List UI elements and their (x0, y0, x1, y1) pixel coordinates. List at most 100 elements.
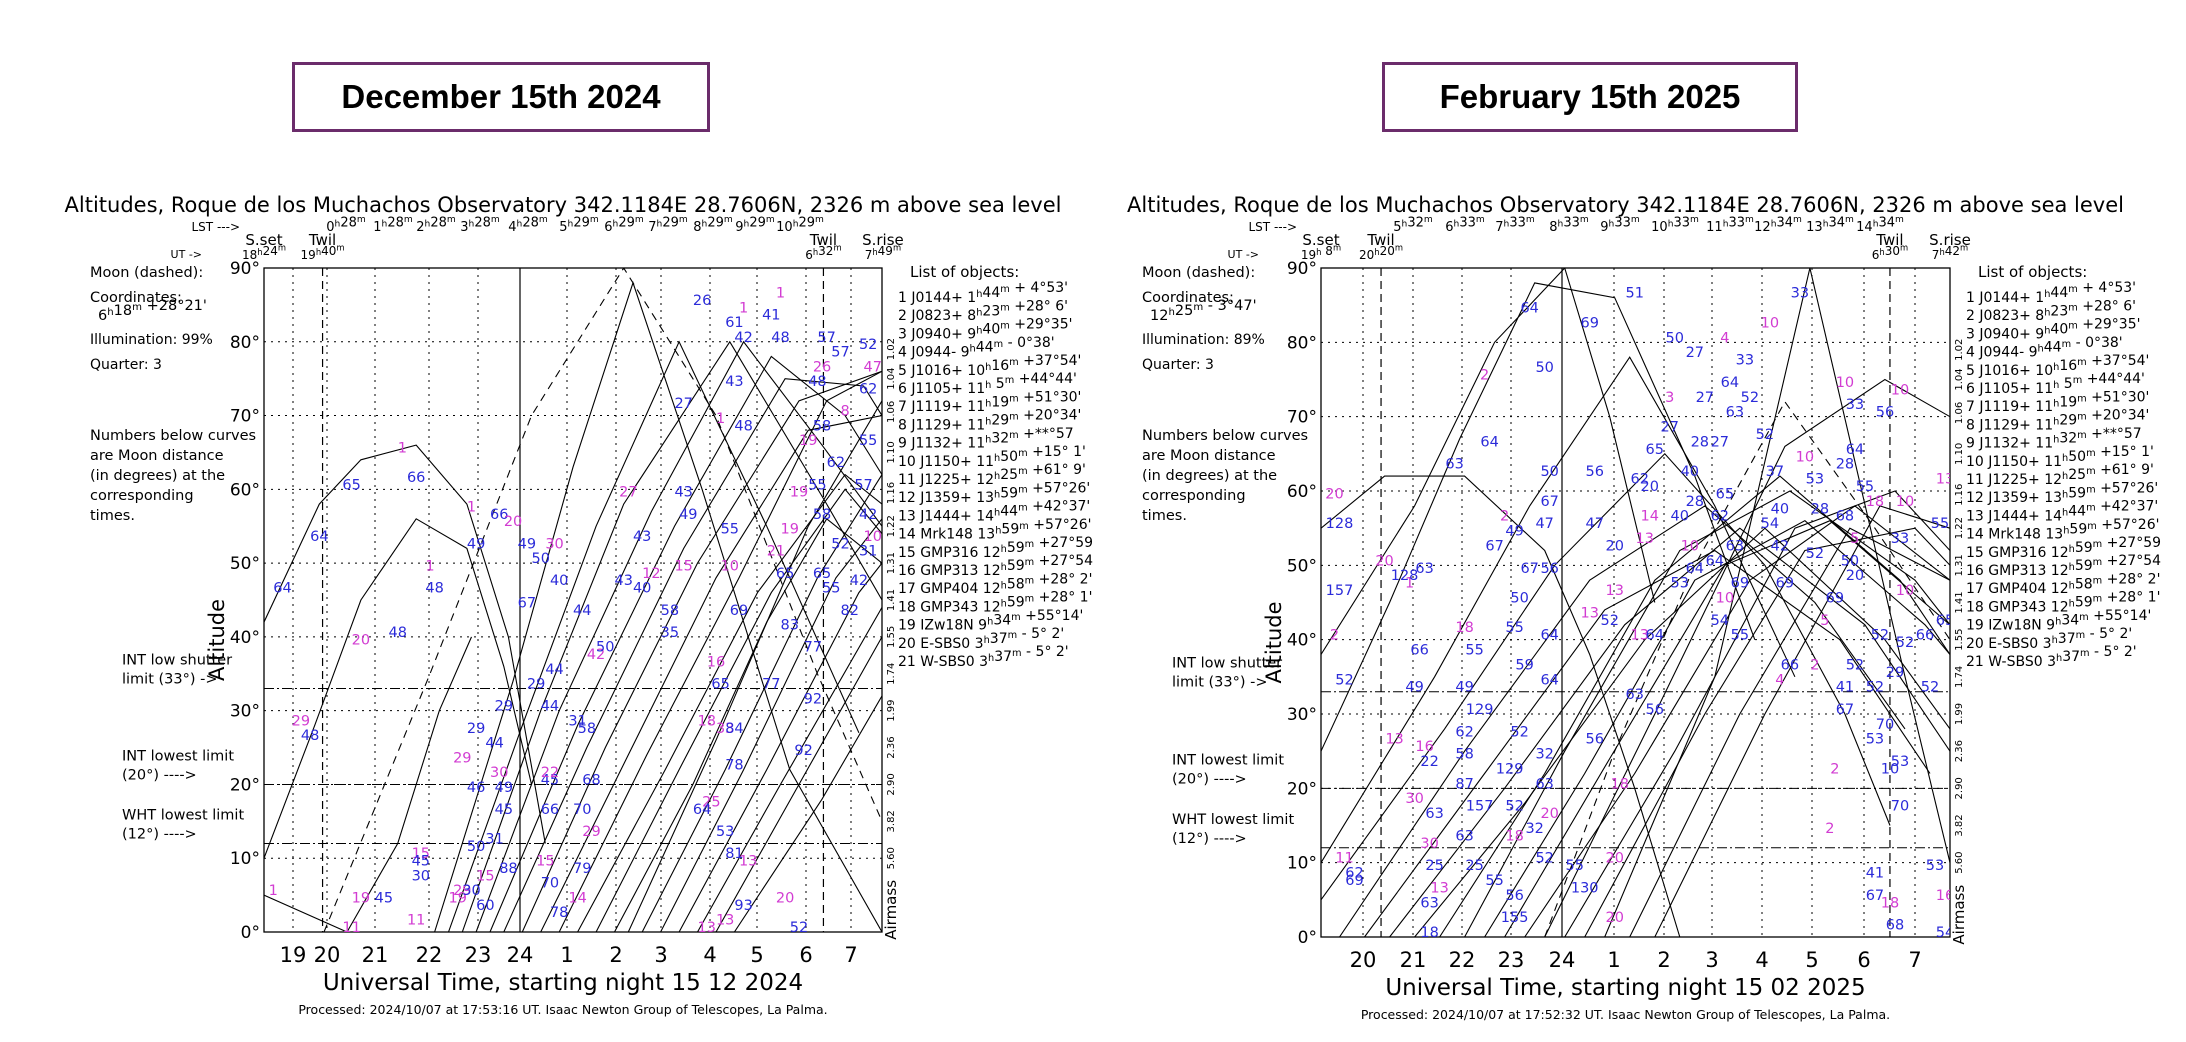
moon-distance-label: 55 (1565, 858, 1583, 874)
moon-distance-label: 28 (1691, 434, 1709, 450)
event-time: 7h42m (1932, 243, 1968, 262)
moon-distance-label: 48 (301, 728, 319, 744)
moon-distance-label: 67 (1866, 888, 1884, 904)
limit-label: WHT lowest limit (122, 807, 244, 823)
object-curve (264, 444, 546, 844)
moon-distance-label: 64 (693, 802, 711, 818)
moon-distance-label: 1 (776, 286, 785, 302)
moon-distance-label: 18 (1455, 620, 1473, 636)
y-tick: 30° (1287, 705, 1317, 725)
moon-distance-label: 55 (1731, 628, 1749, 644)
airmass-tick: 1.74 (1954, 666, 1965, 688)
moon-distance-label: 58 (813, 507, 831, 523)
moon-distance-label: 11 (342, 920, 360, 936)
moon-distance-label: 52 (1896, 635, 1914, 651)
object-curve (264, 636, 473, 932)
object-list-item: 7 J1119+ 11h19m +51°30' (898, 389, 1081, 415)
y-tick: 50° (1287, 556, 1317, 576)
moon-distance-label: 62 (1455, 724, 1473, 740)
object-curve (1389, 527, 1950, 937)
x-tick: 7 (844, 943, 857, 967)
x-tick: 23 (1498, 948, 1525, 972)
moon-distance-label: 44 (541, 699, 559, 715)
object-list-item: 5 J1016+ 10h16m +37°54' (1966, 353, 2149, 379)
moon-distance-label: 33 (1891, 531, 1909, 547)
lst-label: LST ---> (1249, 220, 1298, 234)
moon-distance-label: 53 (1926, 858, 1944, 874)
x-tick: 24 (1549, 948, 1576, 972)
moon-distance-label: 129 (1466, 702, 1494, 718)
moon-distance-label: 63 (1445, 457, 1463, 473)
moon-distance-label: 10 (1896, 494, 1914, 510)
airmass-tick: 1.31 (1954, 554, 1965, 576)
moon-distance-label: 30 (545, 536, 563, 552)
moon-distance-label: 55 (1856, 479, 1874, 495)
moon-distance-label: 2 (1810, 657, 1819, 673)
note-line: times. (90, 508, 135, 524)
moon-distance-label: 67 (1540, 494, 1558, 510)
moon-distance-label: 47 (1585, 516, 1603, 532)
moon-distance-label: 2 (1830, 761, 1839, 777)
moon-distance-label: 53 (1891, 754, 1909, 770)
object-list-item: 17 GMP404 12h58m +28° 2' (1966, 571, 2160, 597)
limit-label: INT low shutter (122, 653, 232, 669)
y-tick: 70° (1287, 408, 1317, 428)
moon-distance-label: 62 (1631, 472, 1649, 488)
moon-distance-label: 49 (1455, 680, 1473, 696)
object-list-item: 13 J1444+ 14h44m +42°37' (898, 499, 1090, 525)
object-list-item: 14 Mrk148 13h59m +57°26' (1966, 517, 2159, 543)
moon-distance-label: 32 (1525, 821, 1543, 837)
moon-coordinates: 6h18m +28°21' (98, 298, 207, 324)
moon-distance-label: 52 (1741, 390, 1759, 406)
moon-distance-label: 20 (1606, 851, 1624, 867)
object-list-item: 9 J1132+ 11h32m +**°57 (1966, 426, 2142, 452)
x-tick: 20 (314, 943, 341, 967)
object-curve (1464, 490, 1950, 937)
object-list-item: 3 J0940+ 9h40m +29°35' (898, 317, 1072, 343)
x-tick: 5 (1805, 948, 1818, 972)
moon-distance-label: 1 (425, 558, 434, 574)
object-curve (697, 607, 882, 932)
x-tick: 24 (507, 943, 534, 967)
note-line: are Moon distance (90, 448, 224, 464)
moon-distance-label: 64 (1480, 434, 1498, 450)
moon-distance-label: 50 (467, 839, 485, 855)
limit-label: (12°) ----> (1172, 831, 1247, 847)
moon-distance-label: 47 (1535, 516, 1553, 532)
date-badge-dec: December 15th 2024 (292, 62, 710, 132)
footer-note: Processed: 2024/10/07 at 17:53:16 UT. Is… (298, 1002, 827, 1017)
moon-distance-label: 88 (499, 861, 517, 877)
x-tick: 2 (609, 943, 622, 967)
moon-distance-label: 53 (1671, 576, 1689, 592)
moon-distance-label: 45 (375, 890, 393, 906)
event-label: Twil (1366, 231, 1394, 249)
moon-distance-label: 68 (582, 772, 600, 788)
moon-distance-label: 55 (859, 433, 877, 449)
moon-distance-label: 3 (1665, 390, 1674, 406)
moon-distance-label: 21 (767, 544, 785, 560)
airmass-tick: 1.16 (886, 482, 897, 504)
object-curve (733, 695, 882, 932)
moon-distance-label: 13 (739, 854, 757, 870)
moon-distance-label: 155 (1501, 910, 1529, 926)
moon-distance-label: 45 (541, 772, 559, 788)
moon-distance-label: 20 (776, 890, 794, 906)
moon-distance-label: 67 (518, 595, 536, 611)
moon-distance-label: 64 (1706, 553, 1724, 569)
moon-distance-label: 31 (568, 713, 586, 729)
note-line: corresponding (90, 488, 194, 504)
moon-distance-label: 69 (1580, 315, 1598, 331)
airmass-tick: 1.02 (1954, 339, 1965, 361)
airmass-tick: 1.16 (1954, 484, 1965, 506)
moon-distance-label: 2 (1825, 821, 1834, 837)
moon-distance-label: 20 (1375, 553, 1393, 569)
moon-distance-label: 43 (633, 529, 651, 545)
y-tick: 60° (1287, 482, 1317, 502)
object-curve (1654, 505, 1950, 937)
moon-distance-label: 52 (790, 920, 808, 936)
lst-tick: 3h28m (460, 215, 500, 235)
x-tick: 22 (1449, 948, 1476, 972)
moon-illumination: Illumination: 89% (1142, 332, 1265, 348)
event-time: 7h49m (865, 243, 901, 262)
